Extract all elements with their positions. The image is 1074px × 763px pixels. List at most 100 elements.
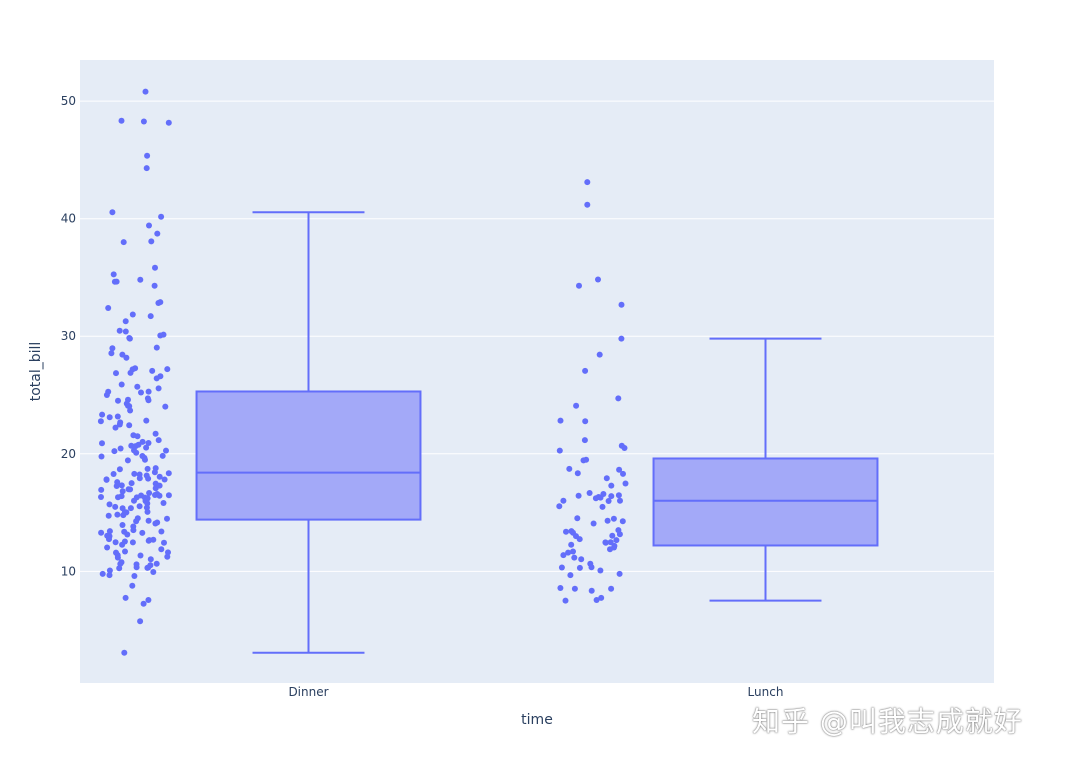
point-lunch: [588, 587, 595, 594]
point-dinner: [123, 354, 130, 361]
point-dinner: [98, 529, 105, 536]
point-dinner: [152, 485, 159, 492]
point-dinner: [111, 278, 118, 285]
point-lunch: [571, 554, 578, 561]
point-dinner: [145, 397, 152, 404]
point-dinner: [165, 492, 172, 499]
plot-background: [80, 60, 994, 683]
point-lunch: [576, 282, 582, 289]
point-dinner: [106, 572, 113, 579]
point-dinner: [112, 424, 119, 431]
point-lunch: [608, 482, 615, 489]
x-tick-label-dinner: Dinner: [288, 685, 328, 699]
point-dinner: [161, 539, 167, 546]
point-dinner: [128, 480, 135, 487]
point-dinner: [116, 327, 123, 334]
point-lunch: [603, 475, 610, 482]
point-dinner: [131, 573, 138, 579]
point-dinner: [137, 618, 144, 625]
point-dinner: [111, 448, 118, 455]
point-dinner: [164, 366, 171, 373]
point-lunch: [586, 490, 593, 496]
point-dinner: [114, 413, 121, 420]
point-dinner: [126, 422, 133, 429]
point-lunch: [598, 594, 605, 601]
point-dinner: [103, 392, 110, 398]
point-dinner: [151, 282, 158, 289]
point-dinner: [147, 556, 154, 563]
point-dinner: [136, 475, 143, 482]
point-dinner: [140, 600, 147, 607]
point-dinner: [106, 414, 113, 421]
point-dinner: [152, 520, 159, 527]
point-lunch: [615, 395, 622, 402]
point-lunch: [608, 493, 615, 500]
point-dinner: [152, 264, 158, 271]
point-dinner: [124, 531, 131, 538]
point-dinner: [153, 344, 160, 351]
point-dinner: [120, 239, 127, 246]
point-dinner: [106, 528, 113, 535]
x-tick-label-lunch: Lunch: [748, 685, 784, 699]
point-lunch: [609, 532, 616, 539]
point-lunch: [597, 567, 604, 574]
point-dinner: [127, 486, 134, 493]
point-dinner: [99, 570, 106, 577]
watermark: 知乎 @叫我志成就好: [752, 705, 1023, 738]
point-lunch: [620, 470, 626, 477]
point-dinner: [143, 165, 150, 172]
box-lunch: [652, 457, 879, 547]
point-dinner: [129, 539, 136, 546]
point-lunch: [578, 556, 585, 563]
point-dinner: [147, 313, 154, 320]
point-dinner: [119, 488, 126, 495]
point-dinner: [162, 403, 169, 410]
point-lunch: [616, 570, 623, 577]
point-dinner: [156, 473, 163, 480]
point-dinner: [118, 482, 125, 489]
point-lunch: [558, 564, 565, 571]
point-dinner: [117, 445, 124, 452]
point-dinner: [122, 548, 128, 555]
point-dinner: [163, 447, 169, 454]
point-dinner: [144, 508, 151, 515]
point-dinner: [131, 497, 137, 504]
point-lunch: [616, 531, 623, 538]
point-dinner: [145, 517, 152, 524]
point-dinner: [144, 152, 151, 159]
point-dinner: [121, 649, 128, 656]
x-axis-title: time: [521, 712, 553, 728]
point-dinner: [98, 494, 104, 500]
point-dinner: [157, 332, 164, 339]
point-dinner: [99, 411, 106, 418]
point-dinner: [155, 300, 162, 306]
point-dinner: [133, 518, 140, 525]
point-dinner: [129, 311, 136, 318]
point-dinner: [127, 407, 134, 414]
point-lunch: [582, 367, 589, 374]
point-lunch: [621, 445, 628, 451]
jitter-points: [97, 88, 629, 656]
point-dinner: [122, 328, 129, 335]
point-dinner: [97, 418, 104, 425]
point-lunch: [608, 585, 615, 592]
point-lunch: [580, 457, 587, 464]
point-dinner: [112, 539, 119, 546]
y-tick-labels: 10 20 30 40 50: [61, 94, 76, 578]
point-lunch: [568, 541, 575, 548]
point-dinner: [145, 537, 152, 544]
point-dinner: [122, 594, 129, 601]
point-lunch: [557, 417, 564, 424]
point-dinner: [110, 471, 117, 477]
point-lunch: [605, 498, 612, 504]
point-lunch: [615, 492, 622, 499]
point-lunch: [574, 470, 581, 477]
point-lunch: [613, 537, 620, 544]
point-lunch: [602, 539, 609, 546]
y-axis-title: total_bill: [28, 342, 44, 402]
point-dinner: [104, 544, 111, 551]
point-dinner: [105, 305, 112, 311]
y-tick-label-10: 10: [61, 564, 76, 578]
point-dinner: [146, 222, 152, 229]
